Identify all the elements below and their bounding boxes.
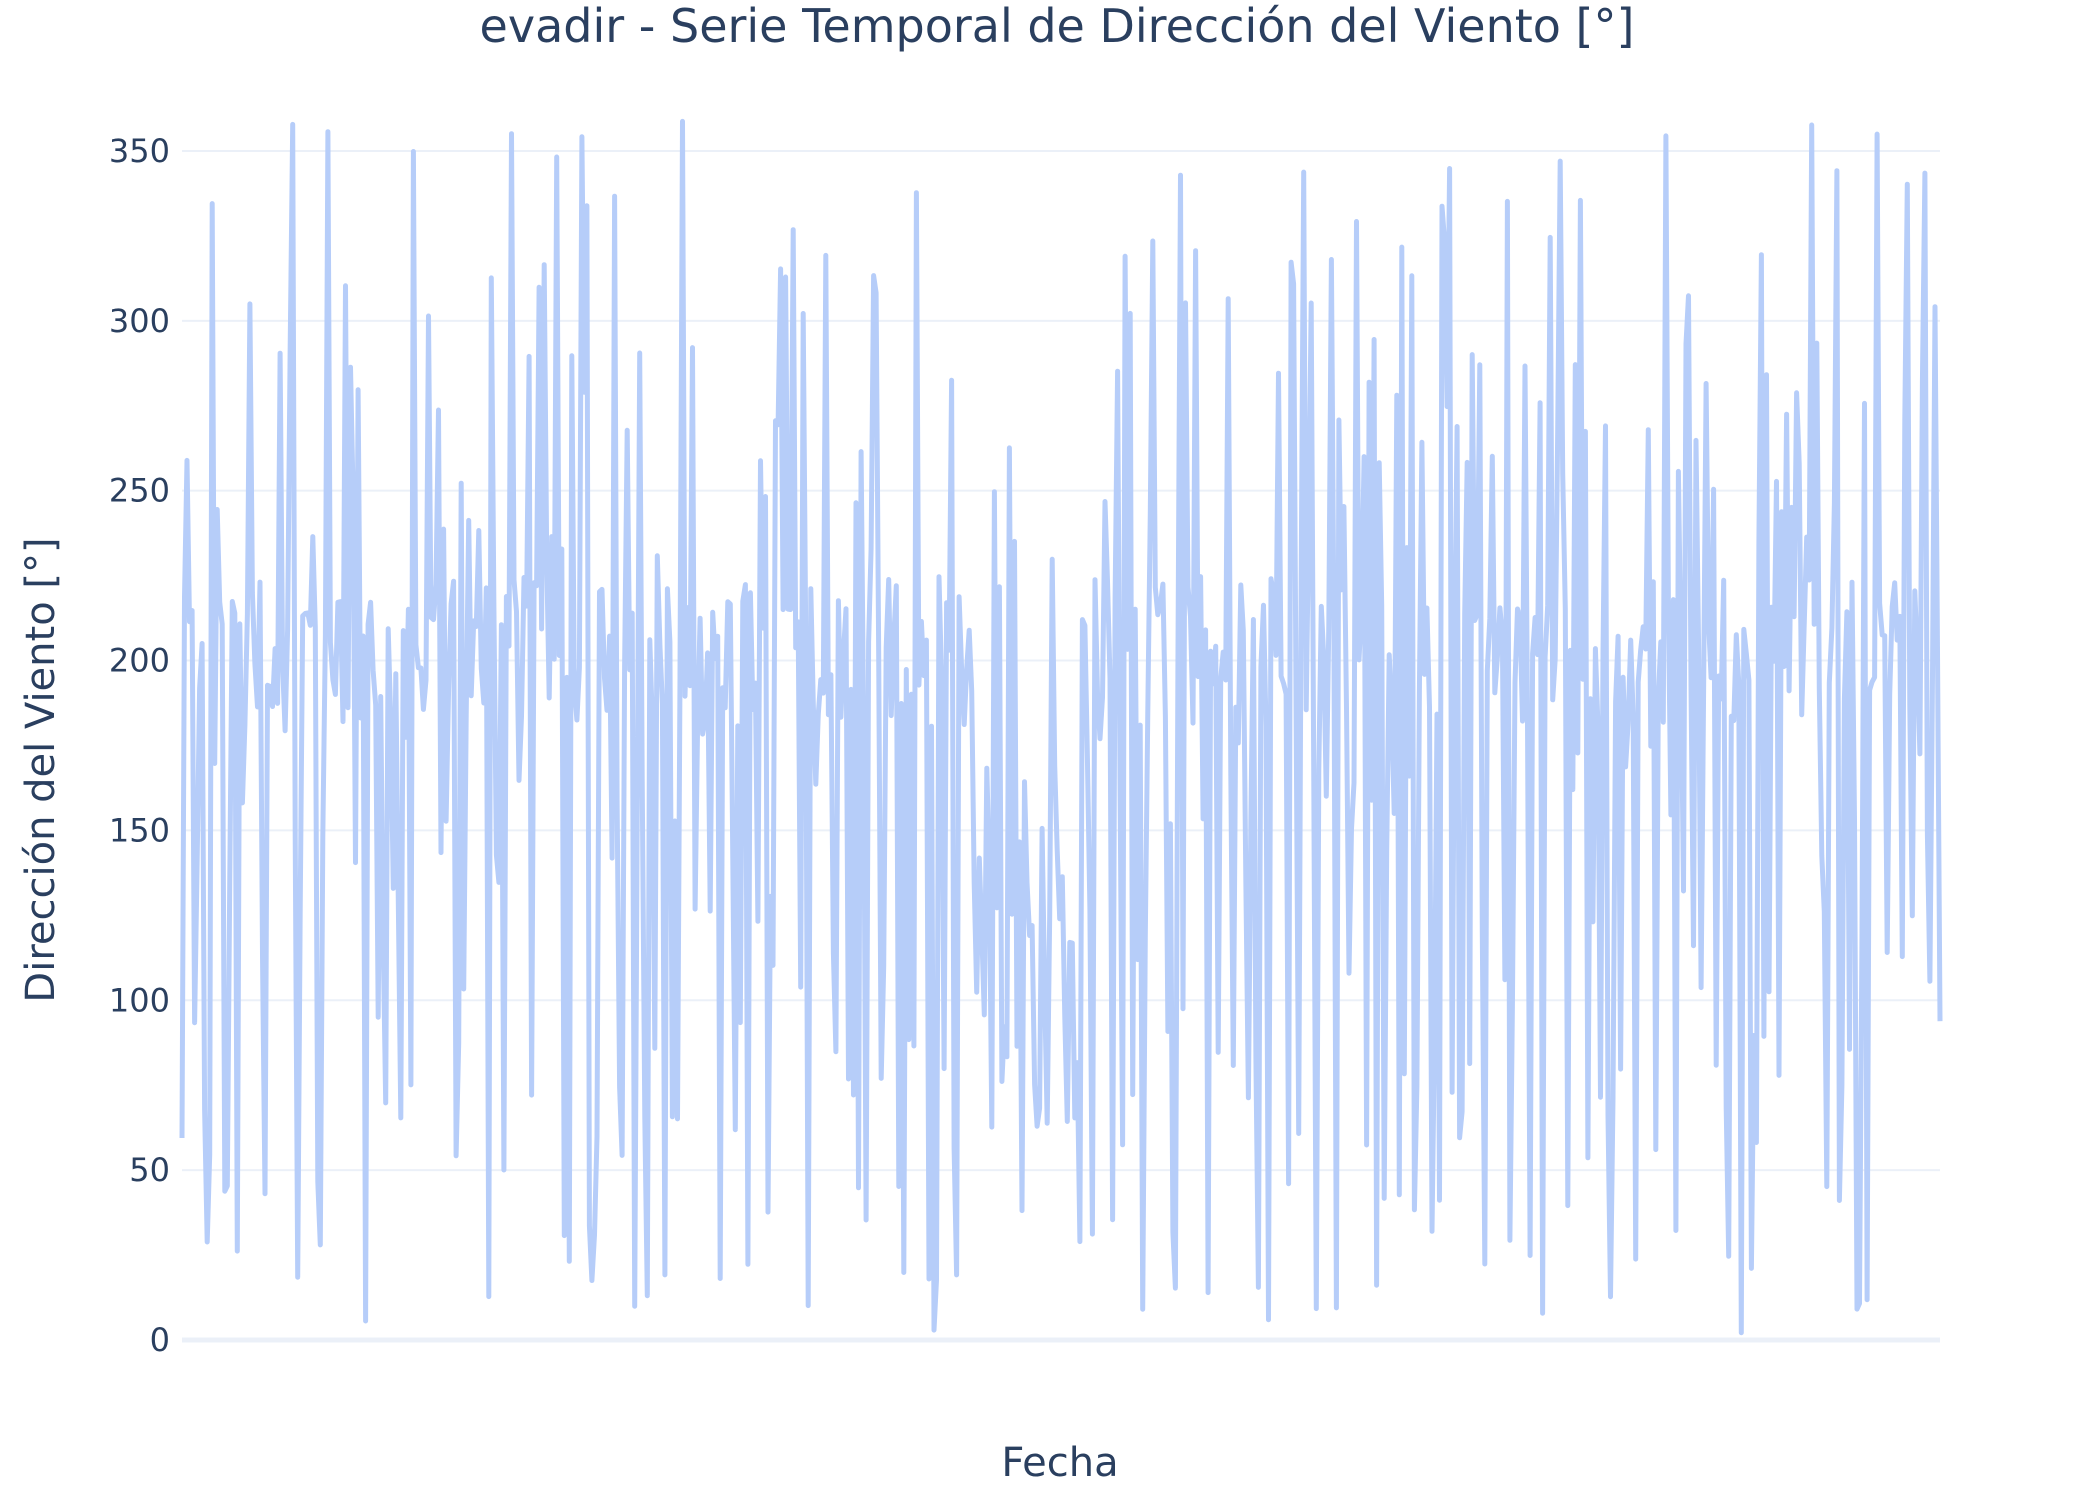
wind-direction-series <box>179 118 1943 1336</box>
y-tick-label: 300 <box>109 302 170 340</box>
wind-direction-line <box>179 118 1943 1336</box>
y-tick-label: 50 <box>129 1151 170 1189</box>
y-tick-label: 100 <box>109 981 170 1019</box>
y-tick-label: 200 <box>109 642 170 680</box>
y-tick-label: 350 <box>109 132 170 170</box>
y-gridlines <box>182 149 1940 1343</box>
x-axis-title: Fecha <box>1001 1440 1118 1486</box>
y-axis-ticks: 0 50 100 150 200 250 300 350 <box>109 132 170 1359</box>
y-tick-label: 0 <box>150 1321 170 1359</box>
y-tick-label: 150 <box>109 811 170 849</box>
chart-title: evadir - Serie Temporal de Dirección del… <box>480 0 1635 53</box>
y-tick-label: 250 <box>109 472 170 510</box>
y-axis-title: Dirección del Viento [°] <box>18 537 64 1002</box>
